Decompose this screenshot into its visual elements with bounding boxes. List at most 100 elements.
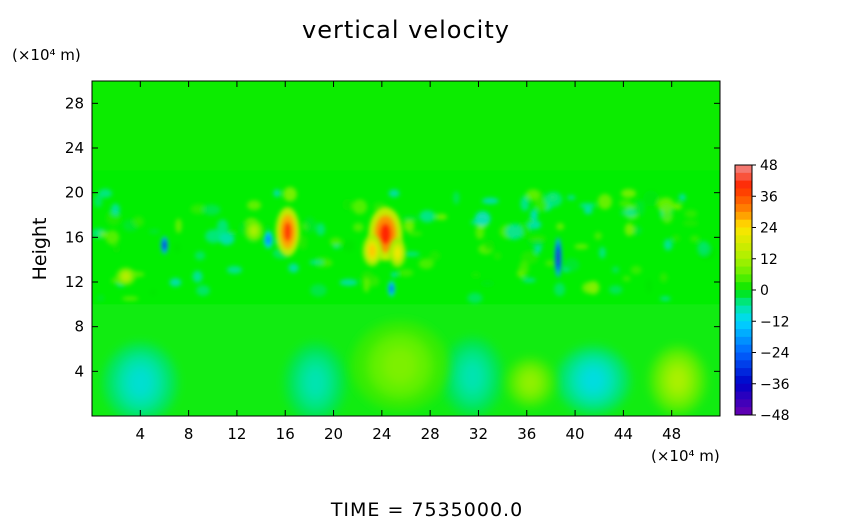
- turbulence-cell: [435, 213, 448, 221]
- y-tick-label: 20: [65, 184, 84, 202]
- turbulence-cell: [562, 258, 580, 272]
- turbulence-cell: [402, 216, 418, 221]
- feature-core: [250, 226, 258, 236]
- feature-core: [390, 285, 393, 292]
- turbulence-cell: [657, 197, 675, 213]
- feature-core: [304, 366, 326, 399]
- turbulence-cell: [525, 189, 541, 201]
- turbulence-cell: [342, 198, 353, 211]
- feature-core: [556, 249, 560, 266]
- turbulence-cell: [246, 200, 262, 211]
- turbulence-cell: [690, 235, 700, 243]
- turbulence-cell: [624, 223, 635, 236]
- colorbar-tick-label: 36: [760, 189, 778, 205]
- colorbar-step: [735, 180, 752, 189]
- turbulence-cell: [194, 251, 206, 261]
- turbulence-cell: [205, 229, 222, 244]
- turbulence-cell: [149, 289, 157, 296]
- turbulence-cell: [132, 216, 144, 227]
- feature-core: [668, 366, 688, 394]
- turbulence-cell: [175, 218, 182, 234]
- turbulence-cell: [342, 239, 356, 253]
- colorbar-step: [735, 321, 752, 330]
- turbulence-cell: [283, 186, 297, 202]
- x-tick-label: 12: [227, 425, 246, 443]
- turbulence-cell: [97, 294, 105, 302]
- turbulence-cell: [363, 277, 370, 293]
- turbulence-cell: [174, 242, 181, 254]
- x-tick-label: 28: [421, 425, 440, 443]
- turbulence-cell: [518, 261, 529, 276]
- colorbar-step: [735, 368, 752, 377]
- x-tick-label: 20: [324, 425, 343, 443]
- turbulence-cell: [520, 195, 530, 212]
- feature-core: [379, 223, 392, 245]
- colorbar-step: [735, 266, 752, 275]
- turbulence-cell: [190, 204, 207, 214]
- turbulence-cell: [196, 285, 210, 296]
- x-tick-label: 4: [136, 425, 146, 443]
- turbulence-cell: [672, 203, 683, 210]
- turbulence-cell: [273, 189, 281, 198]
- colorbar-step: [735, 274, 752, 283]
- colorbar-step: [735, 399, 752, 408]
- plot-area: [91, 80, 721, 417]
- y-tick-label: 24: [65, 139, 84, 157]
- turbulence-cell: [483, 239, 495, 252]
- colorbar-tick-label: 48: [760, 158, 778, 174]
- turbulence-cell: [407, 231, 423, 236]
- colorbar-step: [735, 290, 752, 299]
- turbulence-cell: [309, 259, 324, 265]
- turbulence-cell: [112, 244, 121, 253]
- turbulence-cell: [608, 285, 623, 295]
- x-axis-ticks: 4 8 12 16 20 24 28 32 36 40 44 48: [136, 81, 681, 443]
- feature-core: [580, 366, 606, 394]
- colorbar-tick-label: −12: [760, 314, 790, 330]
- turbulence-cell: [298, 234, 308, 250]
- turbulence-cell: [471, 271, 481, 279]
- y-unit-label: (×10⁴ m): [12, 46, 81, 64]
- colorbar-step: [735, 383, 752, 393]
- feature-core: [283, 221, 292, 242]
- velocity-features: [92, 186, 716, 416]
- turbulence-cell: [505, 223, 523, 240]
- turbulence-cell: [624, 207, 638, 218]
- turbulence-cell: [634, 200, 645, 217]
- velocity-feature: [160, 236, 169, 255]
- colorbar-tick-label: −36: [760, 377, 790, 393]
- turbulence-cell: [352, 199, 368, 215]
- turbulence-cell: [352, 222, 364, 232]
- turbulence-cell: [544, 191, 563, 207]
- velocity-feature: [649, 346, 706, 414]
- turbulence-cell: [429, 250, 441, 262]
- turbulence-cell: [554, 282, 566, 297]
- colorbar-step: [735, 250, 752, 260]
- turbulence-cell: [169, 278, 182, 287]
- y-tick-label: 12: [65, 273, 84, 291]
- colorbar-steps: [735, 165, 752, 416]
- turbulence-cell: [310, 284, 327, 297]
- upper-band: [92, 81, 720, 171]
- turbulence-cell: [567, 195, 576, 200]
- colorbar-step: [735, 329, 752, 338]
- turbulence-cell: [453, 191, 460, 205]
- velocity-feature: [506, 357, 555, 408]
- velocity-feature: [554, 237, 562, 278]
- velocity-feature: [351, 321, 449, 411]
- turbulence-cell: [597, 193, 612, 210]
- turbulence-cell: [202, 204, 221, 216]
- turbulence-cell: [663, 239, 673, 251]
- colorbar-step: [735, 313, 752, 322]
- colorbar-step: [735, 407, 752, 416]
- turbulence-cell: [467, 292, 483, 304]
- turbulence-cell: [587, 280, 600, 295]
- turbulence-cell: [574, 243, 589, 250]
- colorbar-tick-label: −24: [760, 346, 790, 362]
- velocity-feature: [285, 343, 346, 416]
- x-tick-label: 44: [614, 425, 633, 443]
- turbulence-cell: [611, 266, 620, 273]
- velocity-feature: [104, 343, 177, 416]
- turbulence-cell: [93, 194, 103, 208]
- turbulence-cell: [697, 241, 710, 256]
- plot-frame: [91, 80, 721, 417]
